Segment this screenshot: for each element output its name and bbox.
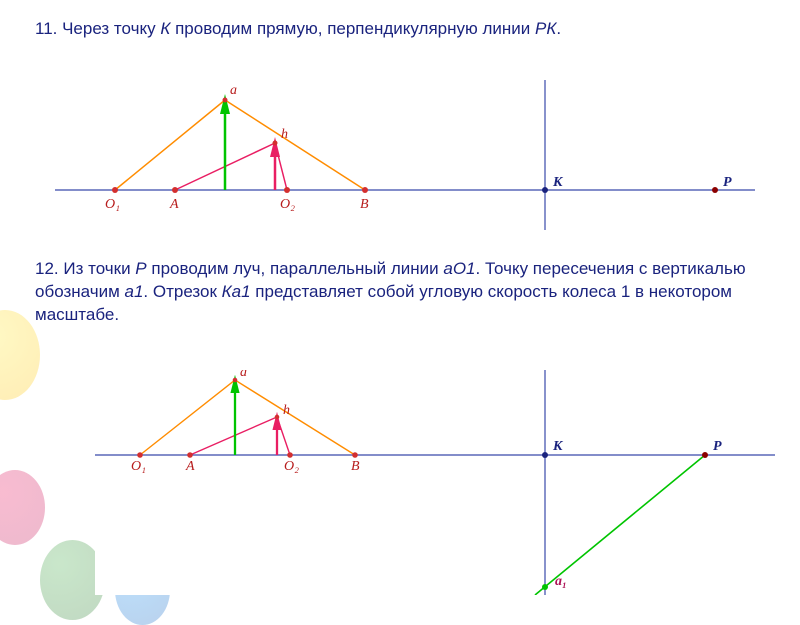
label-B: B — [360, 197, 369, 212]
step-11-text: 11. Через точку К проводим прямую, перпе… — [35, 18, 755, 41]
label-P: Р — [713, 439, 722, 454]
label-A: A — [185, 459, 195, 474]
label-B: B — [351, 459, 360, 474]
label-O2: O₂ — [280, 197, 295, 212]
diagram-2: a h O₁ A O₂ B К Р a₁ — [95, 370, 775, 595]
step-number: 12. — [35, 259, 63, 278]
label-P: Р — [723, 175, 732, 190]
label-O2: O₂ — [284, 459, 299, 474]
step-number: 11. — [35, 19, 62, 38]
diagram-1: a h O₁ A O₂ B К Р — [55, 80, 755, 230]
label-h: h — [281, 127, 288, 142]
label-O1: O₁ — [105, 197, 120, 212]
label-K: К — [552, 439, 564, 454]
label-O1: O₁ — [131, 459, 146, 474]
label-a: a — [230, 83, 237, 98]
step-12-text: 12. Из точки Р проводим луч, параллельны… — [35, 258, 765, 327]
balloon-decoration — [0, 470, 45, 545]
label-h: h — [283, 403, 290, 418]
label-a: a — [240, 370, 247, 380]
balloon-decoration — [0, 310, 40, 400]
label-A: A — [169, 197, 179, 212]
label-a1: a₁ — [555, 574, 567, 589]
label-K: К — [552, 175, 564, 190]
